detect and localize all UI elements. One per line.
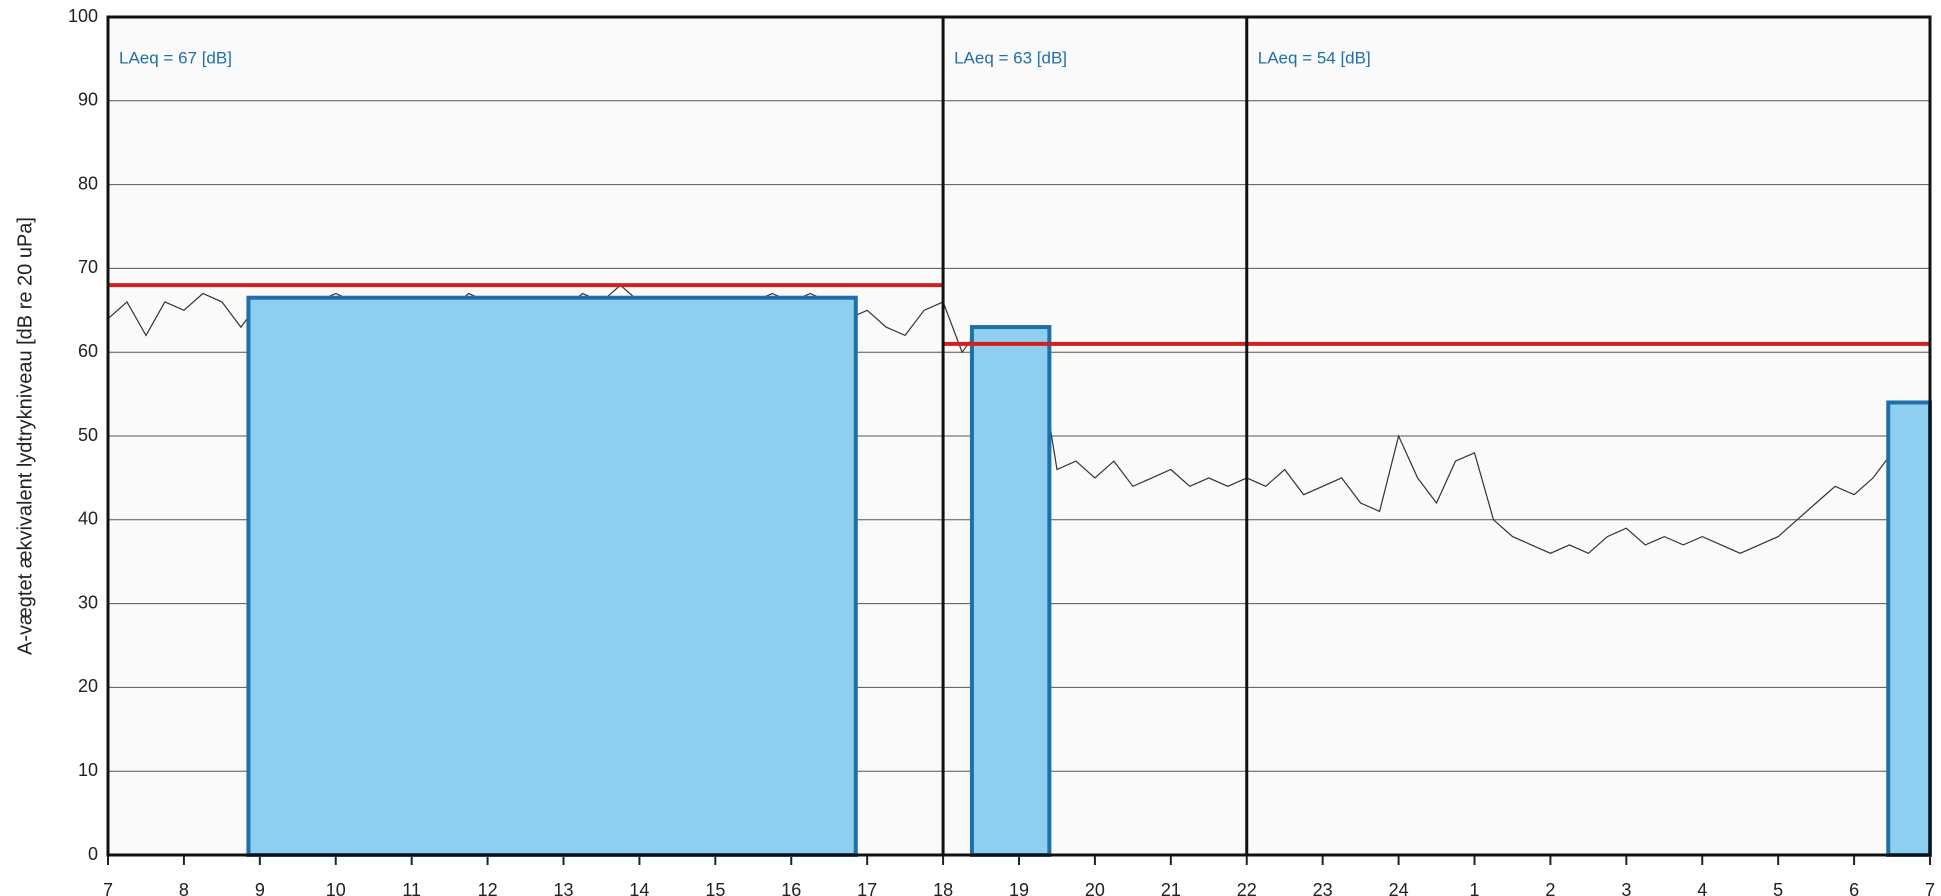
x-tick-label: 9 — [255, 880, 265, 896]
x-tick-label: 5 — [1773, 880, 1783, 896]
x-tick-label: 13 — [553, 880, 573, 896]
period-bar — [969, 325, 1052, 857]
x-tick-label: 1 — [1469, 880, 1479, 896]
x-tick-label: 16 — [781, 880, 801, 896]
y-tick-label: 80 — [78, 173, 98, 193]
x-tick-label: 6 — [1849, 880, 1859, 896]
x-tick-label: 7 — [103, 880, 113, 896]
x-tick-label: 2 — [1545, 880, 1555, 896]
x-tick-label: 24 — [1389, 880, 1409, 896]
y-tick-label: 30 — [78, 592, 98, 612]
period-bar — [246, 295, 858, 858]
plot-frame — [106, 15, 1932, 857]
x-tick-label: 11 — [402, 880, 421, 896]
annotation: LAeq = 54 [dB] — [1258, 48, 1371, 67]
y-axis-label: A-vægtet ækvivalent lydtrykniveau [dB re… — [14, 217, 36, 655]
period-bar — [1886, 400, 1933, 857]
x-tick-label: 22 — [1237, 880, 1257, 896]
y-tick-label: 50 — [78, 425, 98, 445]
x-tick-label: 23 — [1313, 880, 1333, 896]
x-tick-label: 10 — [326, 880, 346, 896]
x-tick-label: 4 — [1697, 880, 1707, 896]
x-tick-label: 19 — [1009, 880, 1029, 896]
x-tick-label: 20 — [1085, 880, 1105, 896]
x-tick-label: 18 — [933, 880, 953, 896]
x-tick-label: 12 — [478, 880, 498, 896]
x-tick-label: 8 — [179, 880, 189, 896]
y-tick-label: 90 — [78, 90, 98, 110]
y-tick-label: 100 — [68, 6, 98, 26]
x-tick-label: 3 — [1621, 880, 1631, 896]
y-tick-label: 60 — [78, 341, 98, 361]
x-tick-label: 17 — [857, 880, 877, 896]
y-tick-label: 70 — [78, 257, 98, 277]
x-tick-label: 7 — [1925, 880, 1935, 896]
x-tick-label: 14 — [629, 880, 649, 896]
annotation: LAeq = 67 [dB] — [119, 48, 232, 67]
x-tick-label: 15 — [705, 880, 725, 896]
y-tick-label: 20 — [78, 676, 98, 696]
y-tick-label: 0 — [88, 844, 98, 864]
annotation: LAeq = 63 [dB] — [954, 48, 1067, 67]
y-tick-label: 40 — [78, 509, 98, 529]
y-tick-label: 10 — [78, 760, 98, 780]
x-tick-label: 21 — [1161, 880, 1181, 896]
